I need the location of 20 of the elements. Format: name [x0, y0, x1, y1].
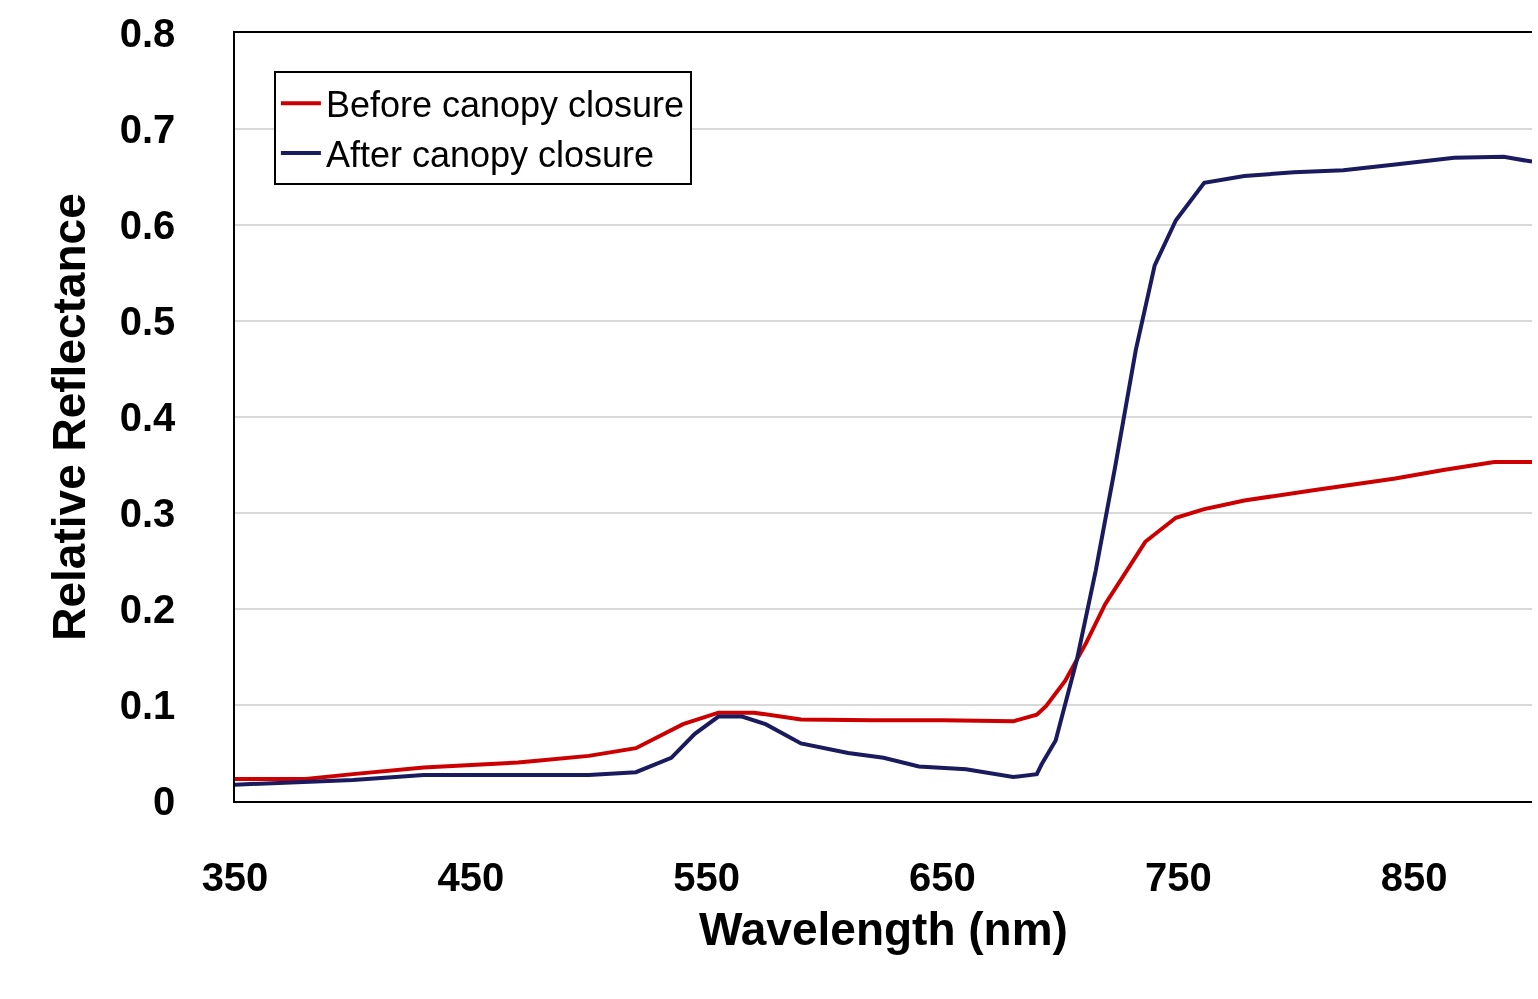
y-tick-label: 0.8	[119, 11, 176, 55]
legend-label: After canopy closure	[325, 134, 655, 176]
y-tick-label: 0.7	[119, 107, 176, 151]
x-tick-label: 450	[437, 854, 505, 899]
x-tick-label: 850	[1380, 854, 1448, 899]
y-tick-label: 0.3	[119, 491, 176, 535]
y-tick-label: 0.1	[119, 683, 176, 727]
y-tick-label: 0.4	[119, 395, 176, 439]
y-tick-label: 0.5	[119, 299, 176, 343]
x-tick-label: 350	[201, 854, 269, 899]
legend-label: Before canopy closure	[325, 84, 685, 126]
x-tick-label: 550	[673, 854, 741, 899]
x-tick-label: 650	[909, 854, 976, 899]
y-axis-title: Relative Reflectance	[42, 193, 95, 641]
y-tick-label: 0	[153, 779, 176, 823]
y-tick-label: 0.6	[119, 203, 176, 247]
x-axis-title: Wavelength (nm)	[699, 902, 1068, 955]
y-tick-label: 0.2	[119, 587, 176, 631]
line-series	[235, 460, 1532, 781]
x-tick-label: 750	[1144, 854, 1212, 899]
